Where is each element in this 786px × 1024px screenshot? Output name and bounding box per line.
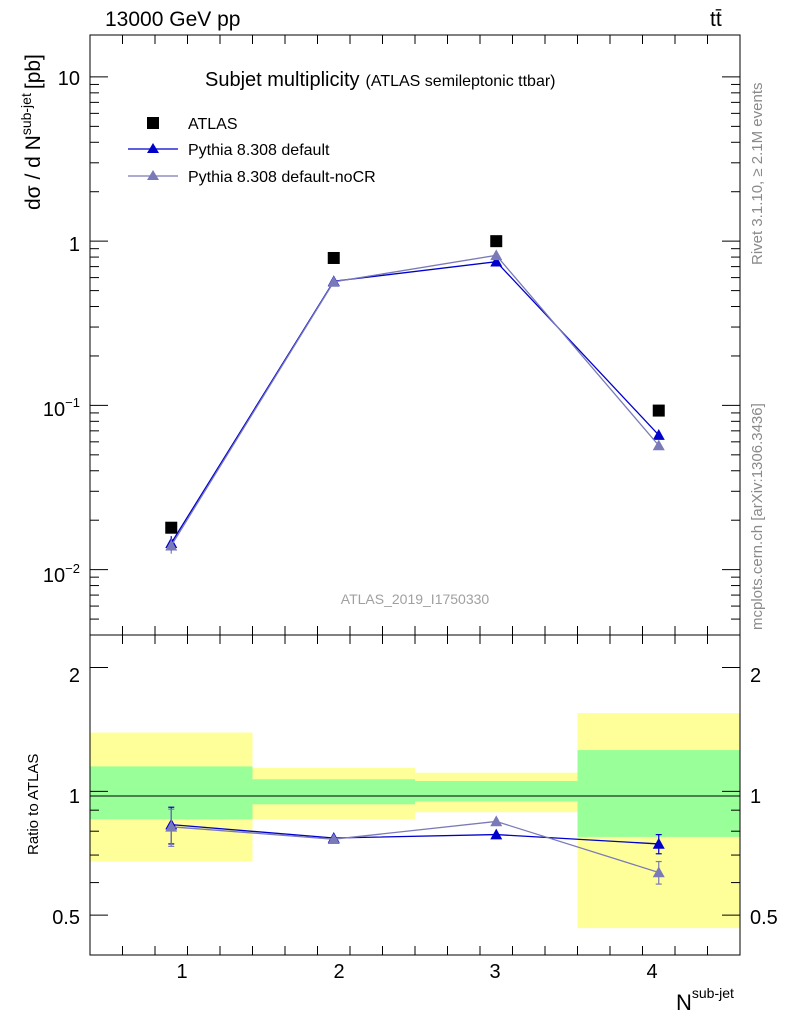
x-axis-label: Nsub-jet	[676, 985, 734, 1015]
process-label: tt̄	[710, 8, 722, 31]
ratio-default-point-3	[490, 828, 503, 840]
ratio-ytick-label-2-right: 2	[750, 665, 761, 687]
inner-band-3	[415, 780, 578, 802]
nocr-line	[170, 254, 660, 546]
main-ylabel: dσ / d Nsub-jet[pb]	[18, 54, 45, 210]
nocr-point-3	[490, 249, 503, 261]
default-line	[170, 260, 660, 544]
ratio-nocr-line	[171, 820, 659, 874]
ratio-nocr-point-3	[490, 815, 503, 827]
nocr-point-4	[652, 439, 665, 451]
atlas-point-4	[652, 404, 665, 417]
rivet-label: Rivet 3.1.10, ≥ 2.1M events	[749, 83, 766, 266]
legend: ATLAS Pythia 8.308 default Pythia 8.308 …	[128, 116, 376, 186]
atlas-point-2	[327, 251, 340, 264]
ratio-nocr-point-2	[327, 833, 340, 844]
ratio-uncertainty-bands	[90, 713, 740, 929]
inner-band-4	[577, 750, 740, 837]
ratio-ytick-label-1-right: 1	[750, 786, 761, 808]
mcplots-label: mcplots.cern.ch [arXiv:1306.3436]	[749, 403, 766, 630]
legend-marker-nocr	[147, 170, 159, 180]
xtick-label-2: 2	[333, 961, 344, 983]
energy-label: 13000 GeV pp	[105, 8, 240, 31]
legend-marker-atlas	[147, 117, 159, 129]
xtick-label-1: 1	[176, 961, 187, 983]
ytick-label-0.01: 10−2	[43, 561, 80, 587]
ratio-default-point-4	[652, 837, 665, 849]
legend-marker-default	[147, 143, 159, 153]
xtick-label-4: 4	[646, 961, 657, 983]
ratio-ylabel: Ratio to ATLAS	[25, 754, 42, 855]
nocr-point-2	[327, 275, 340, 287]
ratio-nocr-point-1	[165, 820, 178, 832]
legend-label-default: Pythia 8.308 default	[188, 142, 330, 159]
ratio-data-marks	[165, 806, 665, 885]
ratio-ytick-label-2: 2	[69, 665, 80, 687]
xtick-label-3: 3	[489, 961, 500, 983]
ratio-ytick-label-0.5-right: 0.5	[750, 907, 778, 929]
ratio-default-line	[171, 823, 659, 845]
ytick-label-1: 1	[69, 234, 80, 256]
ratio-ytick-label-1: 1	[69, 786, 80, 808]
legend-label-nocr: Pythia 8.308 default-noCR	[188, 169, 376, 186]
ratio-ytick-label-0.5: 0.5	[52, 907, 80, 929]
ytick-label-0.1: 10−1	[43, 395, 80, 421]
atlas-point-1	[165, 521, 178, 534]
atlas-point-3	[490, 235, 503, 248]
ytick-label-10: 10	[58, 68, 80, 90]
nocr-point-1	[165, 539, 178, 551]
main-data-marks	[165, 235, 665, 554]
inner-band-2	[252, 779, 415, 805]
plot-title: Subjet multiplicity (ATLAS semileptonic t…	[205, 69, 556, 91]
axis-ticks	[89, 35, 741, 956]
legend-label-atlas: ATLAS	[188, 116, 238, 133]
analysis-watermark: ATLAS_2019_I1750330	[341, 591, 490, 607]
ratio-panel-frame	[89, 634, 741, 956]
default-point-3	[490, 255, 503, 267]
default-point-4	[652, 429, 665, 440]
ratio-nocr-point-4	[652, 866, 665, 878]
